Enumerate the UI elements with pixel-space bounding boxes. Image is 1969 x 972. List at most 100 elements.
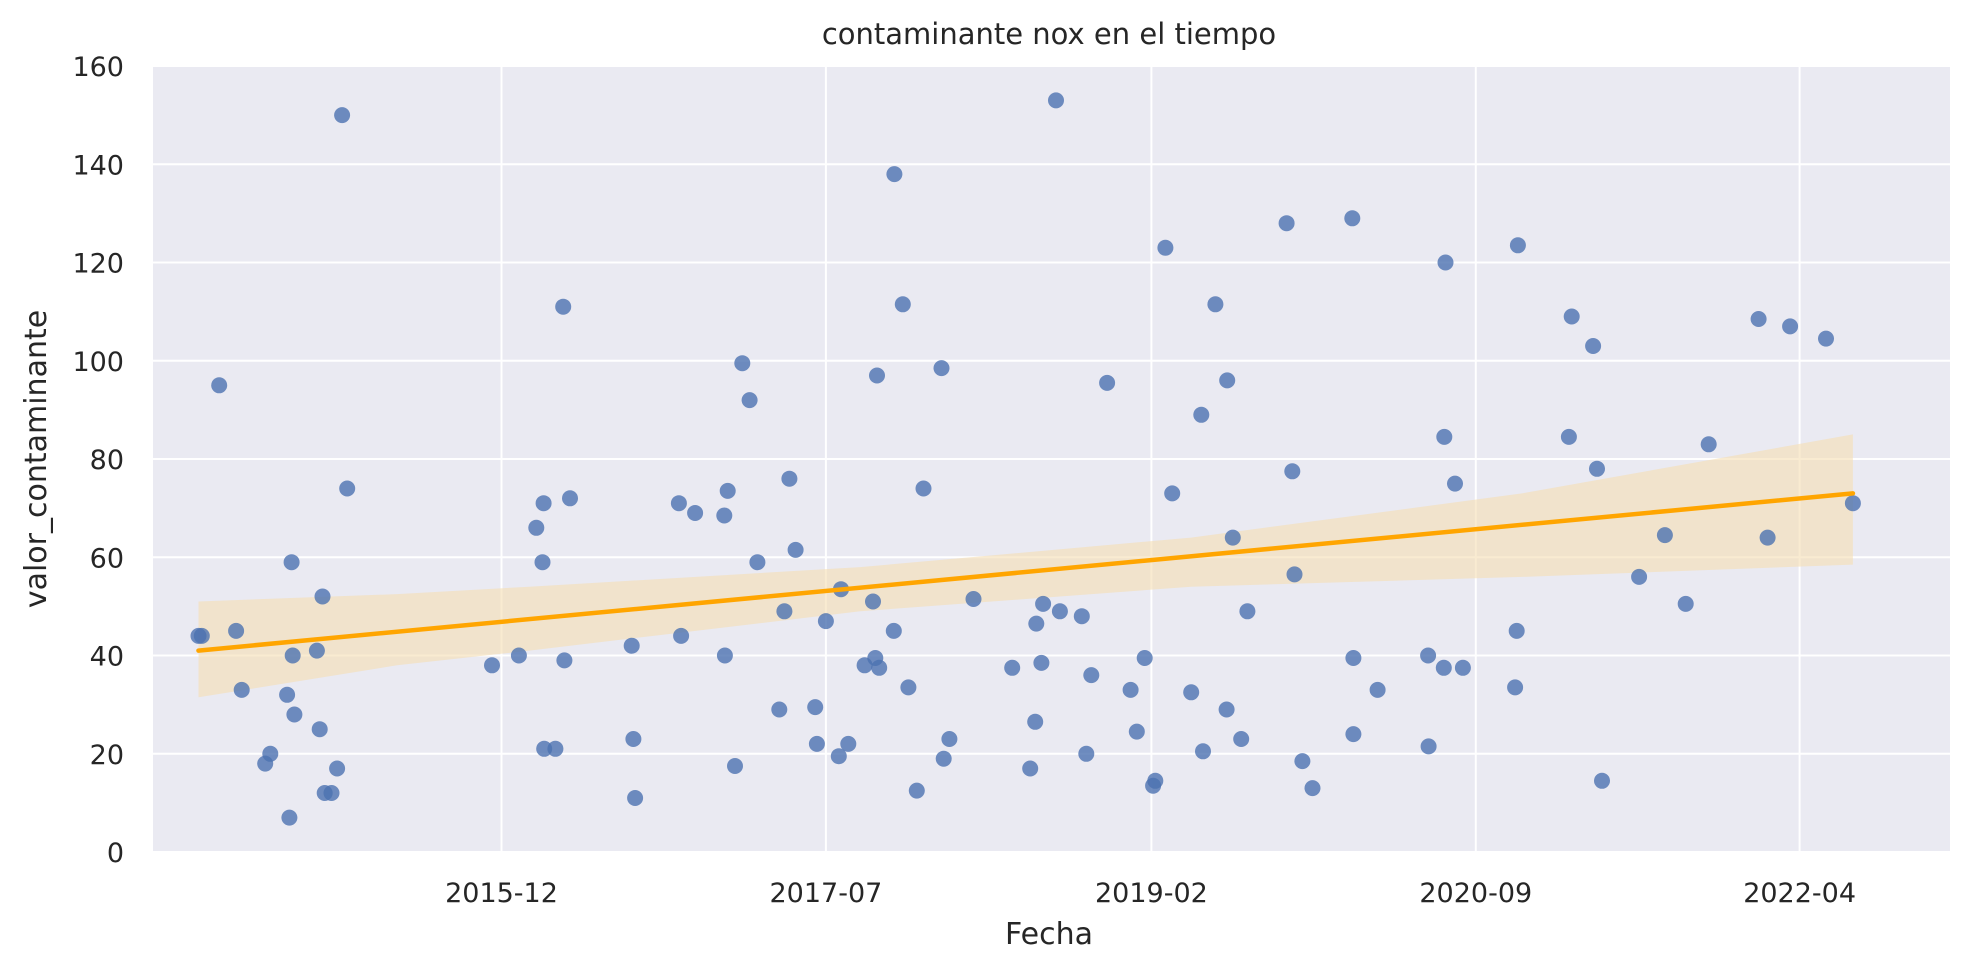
data-point [1239, 603, 1256, 620]
data-point [776, 603, 793, 620]
data-point [1219, 372, 1236, 389]
data-point [1183, 684, 1200, 701]
data-point [510, 647, 527, 664]
data-point [314, 588, 331, 605]
data-point [329, 760, 346, 777]
y-tick-label: 40 [90, 642, 124, 673]
data-point [1078, 745, 1095, 762]
data-point [308, 642, 325, 659]
data-point [869, 367, 885, 384]
data-point [1033, 654, 1050, 671]
regression-line [196, 491, 1856, 653]
data-point [1759, 529, 1776, 546]
data-point [1022, 760, 1039, 777]
data-point [915, 480, 932, 497]
data-point [1369, 681, 1386, 698]
data-point [625, 731, 642, 747]
data-points [190, 92, 1861, 826]
data-point [233, 681, 250, 698]
data-point [556, 652, 573, 669]
data-point [1195, 743, 1211, 760]
data-point [900, 679, 917, 696]
data-point [323, 785, 340, 801]
data-point [281, 809, 298, 826]
data-point [528, 519, 545, 536]
data-point [1207, 296, 1224, 313]
data-point [1750, 311, 1767, 327]
data-point [1508, 622, 1525, 639]
data-point [1700, 436, 1717, 453]
data-point [536, 740, 553, 757]
data-point [807, 699, 824, 716]
data-point [894, 296, 911, 313]
y-tick-label: 160 [72, 52, 124, 83]
data-point [562, 490, 578, 507]
data-point [211, 377, 228, 394]
data-point [1051, 603, 1068, 620]
data-point [1193, 406, 1210, 423]
data-point [1073, 608, 1090, 625]
x-tick-label: 2022-04 [1743, 878, 1856, 909]
data-point [741, 392, 758, 409]
data-point [1420, 647, 1437, 664]
data-point [339, 480, 356, 497]
data-point [1136, 650, 1153, 666]
data-point [716, 647, 733, 664]
data-point [286, 706, 303, 723]
data-point [1631, 568, 1648, 585]
data-point [727, 758, 743, 774]
data-point [673, 627, 690, 644]
data-point [1560, 428, 1577, 445]
data-point [830, 748, 847, 765]
data-point [687, 505, 704, 521]
data-point [334, 107, 351, 124]
data-point [734, 355, 751, 372]
data-point [283, 554, 300, 571]
data-point [555, 298, 572, 315]
data-point [1233, 731, 1250, 747]
data-point [1447, 475, 1463, 492]
data-point [1585, 338, 1602, 354]
data-point [1345, 726, 1362, 743]
x-tick-label: 2015-12 [445, 878, 558, 909]
data-point [1035, 595, 1052, 612]
data-point [1677, 595, 1694, 612]
data-point [749, 554, 766, 571]
data-point [1284, 463, 1301, 480]
data-point [871, 659, 888, 676]
data-point [1294, 753, 1311, 770]
data-point [1099, 374, 1116, 391]
confidence-band-layer [198, 434, 1853, 698]
data-point [670, 495, 687, 512]
data-point [623, 637, 640, 654]
data-point [1507, 679, 1524, 696]
data-point [1436, 428, 1453, 445]
y-tick-label: 80 [90, 445, 124, 476]
y-tick-labels: 0 20 40 60 80 100 120 140 160 [72, 52, 124, 869]
data-point [935, 750, 952, 767]
data-point [817, 613, 834, 630]
y-tick-label: 0 [107, 838, 124, 869]
data-point [1004, 659, 1021, 676]
data-point [1345, 650, 1362, 666]
data-point [627, 790, 644, 806]
data-point [1818, 330, 1834, 347]
data-point [534, 554, 551, 571]
x-tick-label: 2020-09 [1419, 878, 1532, 909]
data-point [1344, 210, 1361, 227]
data-point [1563, 308, 1580, 325]
y-tick-label: 140 [72, 150, 124, 181]
data-point [484, 657, 500, 674]
data-point [1048, 92, 1064, 109]
data-point [1083, 667, 1100, 684]
data-point [284, 647, 301, 664]
data-point [1027, 713, 1044, 730]
data-point [1594, 772, 1610, 789]
data-point [1435, 659, 1452, 676]
data-point [1164, 485, 1181, 502]
data-point [1128, 723, 1145, 740]
data-point [1028, 615, 1045, 632]
data-point [865, 593, 881, 610]
data-point [1782, 318, 1799, 335]
